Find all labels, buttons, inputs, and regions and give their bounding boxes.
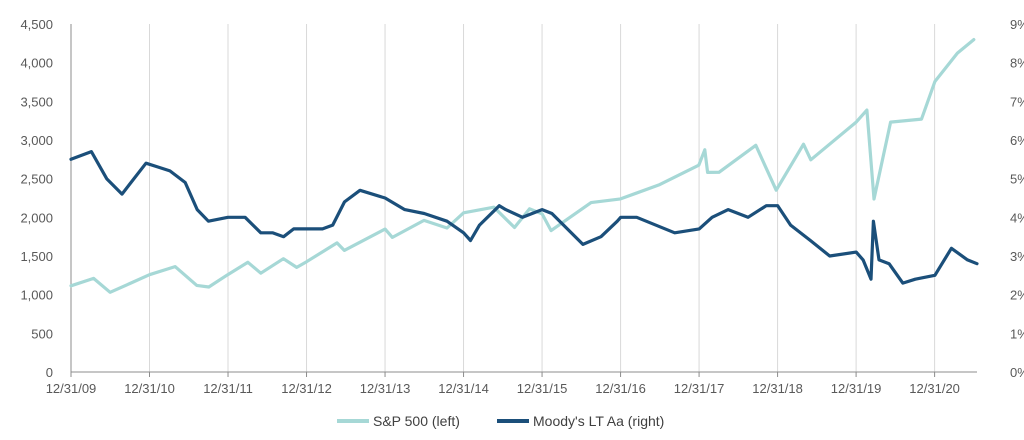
y-left-tick-label: 3,500 (20, 94, 53, 109)
y-right-tick-label: 3% (1010, 249, 1024, 264)
x-tick-label: 12/31/11 (203, 381, 253, 396)
x-tick-label: 12/31/17 (674, 381, 725, 396)
x-tick-label: 12/31/20 (909, 381, 960, 396)
gridlines (149, 24, 936, 372)
y-right-tick-label: 2% (1010, 288, 1024, 303)
y-right-tick-label: 8% (1010, 56, 1024, 71)
legend-label-sp500: S&P 500 (left) (373, 413, 460, 429)
y-left-tick-label: 1,000 (20, 288, 53, 303)
x-tick-label: 12/31/19 (831, 381, 882, 396)
y-right-tick-label: 7% (1010, 94, 1024, 109)
y-left-tick-label: 0 (46, 365, 53, 380)
series (69, 37, 979, 294)
x-tick-label: 12/31/16 (595, 381, 646, 396)
axes (70, 24, 977, 373)
y-axis-left-ticks: 0 500 1,000 1,500 2,000 2,500 3,000 3,500 4,000 4… (20, 17, 53, 380)
x-tick-label: 12/31/14 (438, 381, 489, 396)
x-tick-label: 12/31/09 (46, 381, 97, 396)
y-left-tick-label: 3,000 (20, 133, 53, 148)
y-right-tick-label: 0% (1010, 365, 1024, 380)
legend-label-moodys: Moody's LT Aa (right) (533, 413, 664, 429)
y-left-tick-label: 2,000 (20, 210, 53, 225)
y-left-tick-label: 2,500 (20, 172, 53, 187)
y-left-tick-label: 1,500 (20, 249, 53, 264)
legend: S&P 500 (left) Moody's LT Aa (right) (337, 413, 664, 429)
x-tick-label: 12/31/10 (124, 381, 175, 396)
y-left-tick-label: 4,000 (20, 56, 53, 71)
y-right-tick-label: 9% (1010, 17, 1024, 32)
x-tick-label: 12/31/13 (360, 381, 411, 396)
x-axis-ticks: 12/31/09 12/31/10 12/31/11 12/31/12 12/31/13… (46, 372, 960, 396)
y-axis-right-ticks: 0% 1% 2% 3% 4% 5% 6% 7% 8% 9% (1010, 17, 1024, 380)
y-right-tick-label: 4% (1010, 210, 1024, 225)
x-tick-label: 12/31/12 (281, 381, 332, 396)
series-line-sp500 (69, 37, 976, 294)
y-left-tick-label: 500 (31, 326, 53, 341)
series-line-moodys (69, 150, 979, 285)
y-left-tick-label: 4,500 (20, 17, 53, 32)
y-right-tick-label: 6% (1010, 133, 1024, 148)
y-right-tick-label: 5% (1010, 172, 1024, 187)
x-tick-label: 12/31/18 (752, 381, 803, 396)
x-tick-label: 12/31/15 (517, 381, 568, 396)
y-right-tick-label: 1% (1010, 326, 1024, 341)
